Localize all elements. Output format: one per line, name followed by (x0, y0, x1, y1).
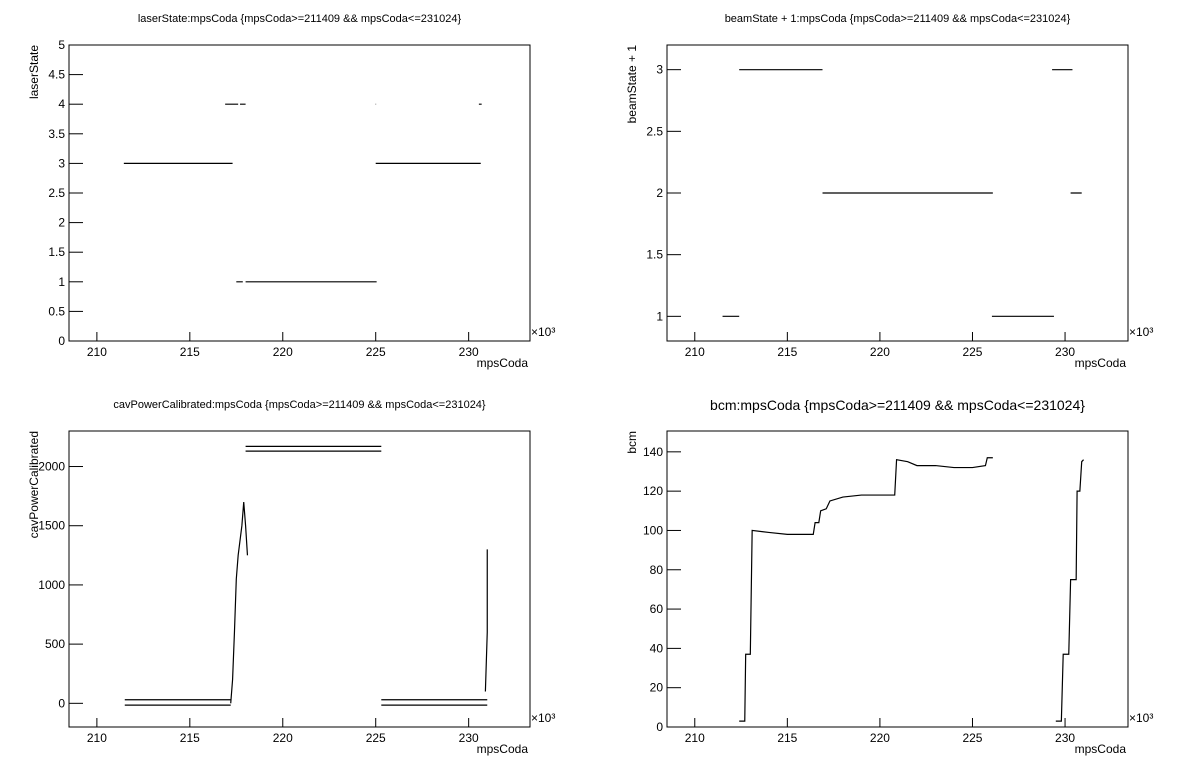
x-tick-label: 215 (777, 345, 797, 359)
x-tick-label: 230 (459, 345, 479, 359)
pad: beamState + 1:mpsCoda {mpsCoda>=211409 &… (625, 13, 1153, 370)
x-tick-label: 210 (685, 345, 705, 359)
x-tick-label: 215 (777, 731, 797, 745)
y-tick-label: 100 (643, 523, 663, 537)
y-axis-label: beamState + 1 (625, 45, 639, 124)
pad: cavPowerCalibrated:mpsCoda {mpsCoda>=211… (27, 399, 555, 756)
y-tick-label: 2.5 (646, 124, 663, 138)
y-tick-label: 1 (656, 309, 663, 323)
frame (68, 430, 531, 728)
y-tick-label: 4 (58, 97, 65, 111)
x-tick-label: 210 (685, 731, 705, 745)
x-axis-label: mpsCoda (1075, 356, 1127, 370)
title: bcm:mpsCoda {mpsCoda>=211409 && mpsCoda<… (710, 397, 1085, 413)
x-axis-label: mpsCoda (477, 356, 529, 370)
y-tick-label: 4.5 (48, 68, 65, 82)
y-tick-label: 1000 (38, 578, 65, 592)
y-tick-label: 2000 (38, 460, 65, 474)
y-tick-label: 2 (58, 216, 65, 230)
title: laserState:mpsCoda {mpsCoda>=211409 && m… (138, 13, 462, 25)
y-tick-label: 3.5 (48, 127, 65, 141)
y-tick-label: 0 (656, 720, 663, 734)
x-tick-label: 230 (459, 731, 479, 745)
y-tick-label: 120 (643, 484, 663, 498)
x-tick-label: 225 (962, 345, 982, 359)
y-axis-label: laserState (27, 45, 41, 99)
data-line (722, 69, 1082, 317)
x-tick-label: 225 (962, 731, 982, 745)
y-axis-label: bcm (625, 431, 639, 454)
x-exponent: ×10³ (1129, 325, 1153, 339)
x-axis-label: mpsCoda (1075, 742, 1127, 756)
title: cavPowerCalibrated:mpsCoda {mpsCoda>=211… (113, 399, 486, 411)
pad: bcm:mpsCoda {mpsCoda>=211409 && mpsCoda<… (625, 397, 1153, 756)
y-tick-label: 140 (643, 445, 663, 459)
x-tick-label: 220 (273, 345, 293, 359)
data-line (124, 445, 488, 706)
x-tick-label: 225 (366, 345, 386, 359)
x-tick-label: 220 (273, 731, 293, 745)
y-tick-label: 2.5 (48, 186, 65, 200)
x-tick-label: 220 (870, 345, 890, 359)
x-tick-label: 210 (87, 345, 107, 359)
x-tick-label: 230 (1055, 345, 1075, 359)
y-tick-label: 500 (45, 637, 65, 651)
frame (68, 44, 531, 342)
y-tick-label: 20 (650, 681, 664, 695)
y-tick-label: 60 (650, 602, 664, 616)
y-tick-label: 80 (650, 563, 664, 577)
y-tick-label: 0 (58, 334, 65, 348)
pad: laserState:mpsCoda {mpsCoda>=211409 && m… (27, 13, 555, 370)
x-tick-label: 215 (180, 731, 200, 745)
x-exponent: ×10³ (531, 711, 555, 725)
y-axis-label: cavPowerCalibrated (27, 431, 41, 538)
x-tick-label: 220 (870, 731, 890, 745)
y-tick-label: 40 (650, 641, 664, 655)
y-tick-label: 1.5 (646, 248, 663, 262)
y-tick-label: 3 (58, 156, 65, 170)
y-tick-label: 2 (656, 186, 663, 200)
x-exponent: ×10³ (531, 325, 555, 339)
y-tick-label: 0 (58, 696, 65, 710)
x-tick-label: 230 (1055, 731, 1075, 745)
y-tick-label: 5 (58, 38, 65, 52)
y-tick-label: 3 (656, 63, 663, 77)
x-tick-label: 225 (366, 731, 386, 745)
y-tick-label: 1 (58, 275, 65, 289)
data-line (739, 457, 1085, 722)
x-exponent: ×10³ (1129, 711, 1153, 725)
x-axis-label: mpsCoda (477, 742, 529, 756)
frame (666, 430, 1129, 728)
data-line (123, 103, 482, 283)
x-tick-label: 210 (87, 731, 107, 745)
y-tick-label: 0.5 (48, 304, 65, 318)
x-tick-label: 215 (180, 345, 200, 359)
y-tick-label: 1.5 (48, 245, 65, 259)
y-tick-label: 1500 (38, 519, 65, 533)
title: beamState + 1:mpsCoda {mpsCoda>=211409 &… (725, 13, 1071, 25)
